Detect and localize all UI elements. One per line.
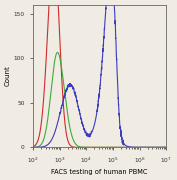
Y-axis label: Count: Count	[5, 66, 11, 86]
X-axis label: FACS testing of human PBMC: FACS testing of human PBMC	[52, 169, 148, 175]
